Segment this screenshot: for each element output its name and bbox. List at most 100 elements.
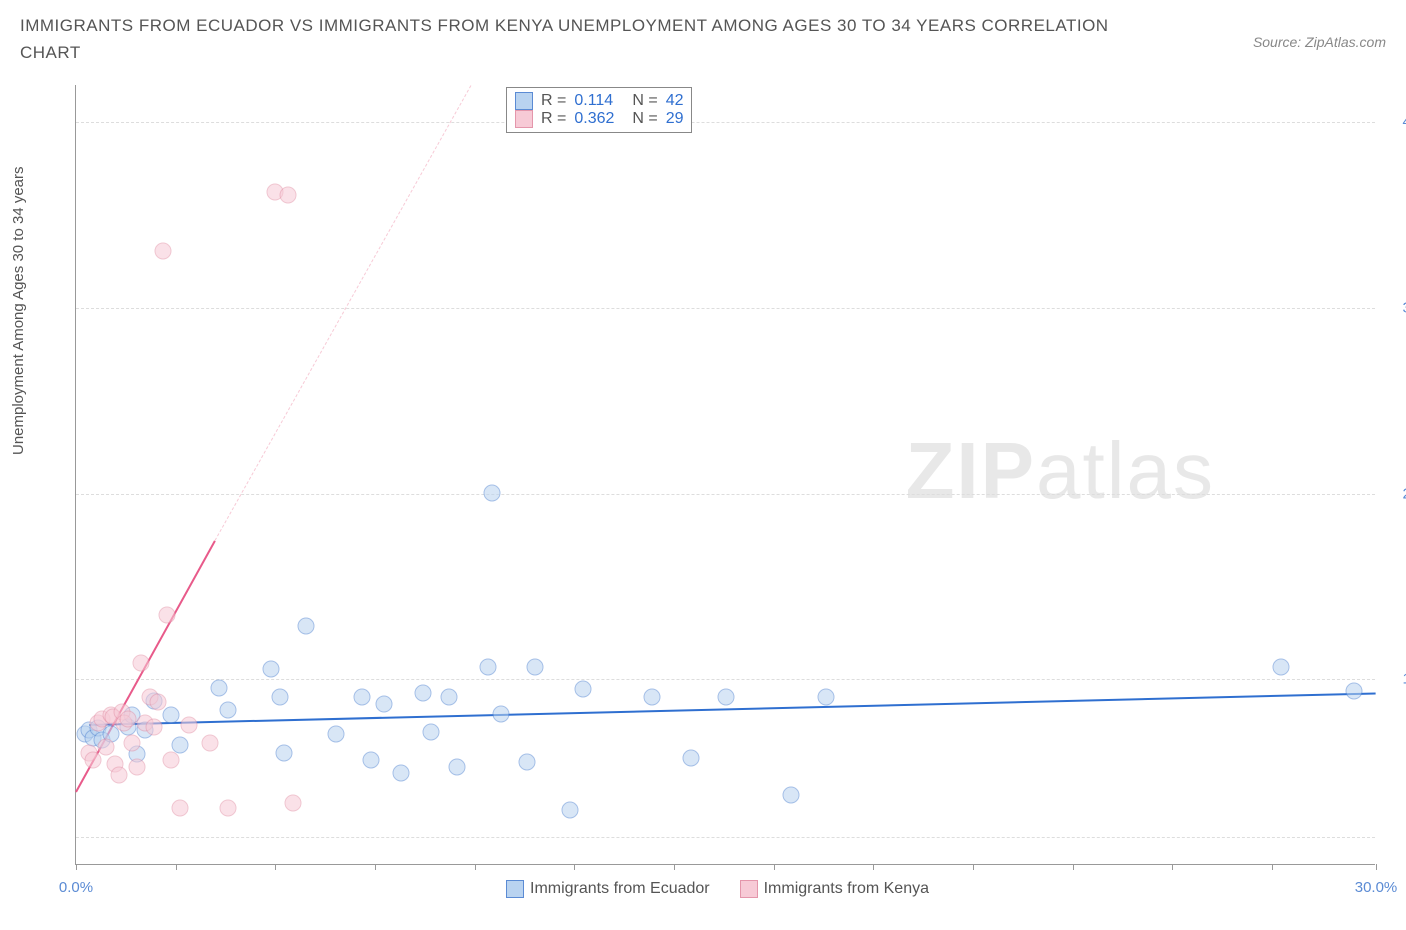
data-point-ecuador — [492, 705, 509, 722]
data-point-ecuador — [1346, 683, 1363, 700]
data-point-kenya — [163, 752, 180, 769]
stat-N-label: N = — [632, 110, 657, 128]
x-tick — [1272, 864, 1273, 870]
watermark-light: atlas — [1036, 426, 1215, 515]
data-point-kenya — [284, 794, 301, 811]
gridline-h — [76, 494, 1375, 495]
y-tick-label: 10.0% — [1402, 671, 1406, 688]
y-axis-label: Unemployment Among Ages 30 to 34 years — [10, 166, 27, 455]
data-point-ecuador — [575, 681, 592, 698]
data-point-ecuador — [527, 659, 544, 676]
data-point-ecuador — [683, 750, 700, 767]
data-point-ecuador — [414, 685, 431, 702]
x-tick — [873, 864, 874, 870]
stat-R-label: R = — [541, 110, 566, 128]
data-point-kenya — [219, 800, 236, 817]
data-point-kenya — [124, 735, 141, 752]
data-point-ecuador — [271, 688, 288, 705]
stat-R-value: 0.362 — [574, 110, 624, 128]
x-tick — [375, 864, 376, 870]
data-point-ecuador — [484, 484, 501, 501]
data-point-ecuador — [449, 759, 466, 776]
data-point-ecuador — [423, 724, 440, 741]
x-tick — [176, 864, 177, 870]
data-point-ecuador — [440, 688, 457, 705]
data-point-kenya — [85, 752, 102, 769]
x-tick — [275, 864, 276, 870]
data-point-ecuador — [644, 688, 661, 705]
stat-N-value: 42 — [666, 92, 684, 110]
x-tick-label: 0.0% — [59, 879, 93, 896]
plot-area: ZIPatlas 10.0%20.0%30.0%40.0%0.0%30.0%R … — [75, 85, 1375, 865]
data-point-ecuador — [362, 752, 379, 769]
data-point-kenya — [111, 766, 128, 783]
legend-label: Immigrants from Kenya — [764, 880, 929, 898]
data-point-kenya — [128, 759, 145, 776]
data-point-kenya — [154, 243, 171, 260]
data-point-ecuador — [276, 744, 293, 761]
data-point-ecuador — [297, 618, 314, 635]
legend: Immigrants from Ecuador Immigrants from K… — [506, 880, 929, 898]
data-point-ecuador — [518, 753, 535, 770]
data-point-ecuador — [1272, 659, 1289, 676]
data-point-ecuador — [479, 659, 496, 676]
data-point-ecuador — [718, 688, 735, 705]
data-point-ecuador — [393, 765, 410, 782]
stat-N-label: N = — [632, 92, 657, 110]
stat-R-label: R = — [541, 92, 566, 110]
y-tick-label: 40.0% — [1402, 114, 1406, 131]
x-tick — [76, 864, 77, 870]
legend-item-kenya: Immigrants from Kenya — [740, 880, 929, 898]
source-label: Source: ZipAtlas.com — [1253, 34, 1386, 50]
data-point-ecuador — [328, 726, 345, 743]
chart-container: Unemployment Among Ages 30 to 34 years Z… — [20, 85, 1390, 905]
gridline-h — [76, 679, 1375, 680]
stats-row-kenya: R = 0.362 N = 29 — [515, 110, 683, 128]
stat-N-value: 29 — [666, 110, 684, 128]
x-tick — [774, 864, 775, 870]
stats-box: R = 0.114 N = 42 R = 0.362 N = 29 — [506, 87, 692, 133]
x-tick — [1073, 864, 1074, 870]
data-point-ecuador — [211, 679, 228, 696]
legend-item-ecuador: Immigrants from Ecuador — [506, 880, 710, 898]
x-tick — [1172, 864, 1173, 870]
data-point-ecuador — [562, 802, 579, 819]
x-tick — [574, 864, 575, 870]
x-tick-label: 30.0% — [1355, 879, 1398, 896]
legend-swatch-ecuador — [506, 880, 524, 898]
data-point-ecuador — [783, 787, 800, 804]
swatch-kenya — [515, 110, 533, 128]
y-tick-label: 20.0% — [1402, 485, 1406, 502]
gridline-h — [76, 308, 1375, 309]
data-point-kenya — [172, 800, 189, 817]
gridline-h — [76, 837, 1375, 838]
watermark: ZIPatlas — [906, 425, 1215, 517]
data-point-ecuador — [354, 688, 371, 705]
chart-title: IMMIGRANTS FROM ECUADOR VS IMMIGRANTS FR… — [20, 12, 1120, 66]
data-point-kenya — [120, 711, 137, 728]
data-point-ecuador — [375, 696, 392, 713]
swatch-ecuador — [515, 92, 533, 110]
x-tick — [1376, 864, 1377, 870]
x-tick — [674, 864, 675, 870]
data-point-ecuador — [219, 701, 236, 718]
x-tick — [475, 864, 476, 870]
y-tick-label: 30.0% — [1402, 299, 1406, 316]
legend-label: Immigrants from Ecuador — [530, 880, 710, 898]
stat-R-value: 0.114 — [574, 92, 624, 110]
data-point-kenya — [146, 718, 163, 735]
gridline-h — [76, 122, 1375, 123]
x-tick — [973, 864, 974, 870]
legend-swatch-kenya — [740, 880, 758, 898]
data-point-ecuador — [263, 661, 280, 678]
data-point-kenya — [280, 187, 297, 204]
data-point-kenya — [133, 655, 150, 672]
data-point-kenya — [150, 694, 167, 711]
data-point-ecuador — [817, 688, 834, 705]
data-point-kenya — [202, 735, 219, 752]
stats-row-ecuador: R = 0.114 N = 42 — [515, 92, 683, 110]
data-point-ecuador — [163, 707, 180, 724]
data-point-kenya — [98, 739, 115, 756]
data-point-kenya — [159, 607, 176, 624]
watermark-bold: ZIP — [906, 426, 1036, 515]
